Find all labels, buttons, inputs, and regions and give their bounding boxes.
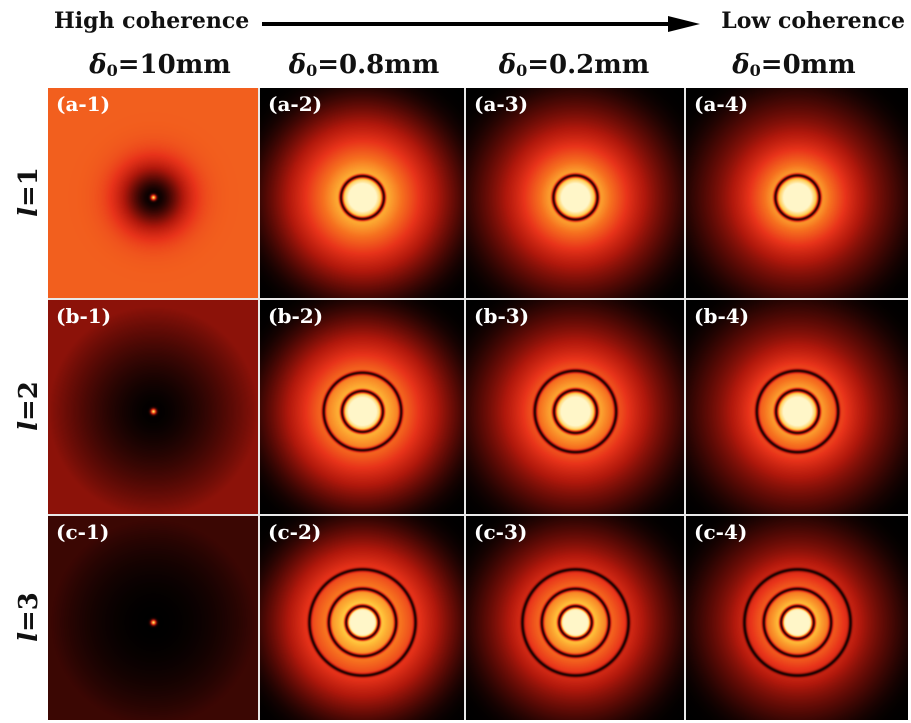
delta-subscript: 0 (306, 61, 318, 80)
row-header-3: l=3 (4, 592, 44, 642)
ell-value: =1 (13, 167, 44, 207)
row-header-2: l=2 (4, 381, 44, 431)
intensity-image (466, 300, 684, 514)
intensity-image (686, 88, 908, 298)
panel-label: (b-3) (474, 304, 530, 328)
intensity-image (48, 516, 258, 720)
delta-subscript: 0 (749, 61, 761, 80)
coherence-arrow-icon (262, 16, 700, 32)
low-coherence-label: Low coherence (721, 8, 905, 34)
column-header-1: δ0=10mm (60, 50, 260, 88)
intensity-panel-b-4: (b-4) (686, 300, 908, 514)
panel-label: (b-1) (56, 304, 112, 328)
intensity-panel-c-4: (c-4) (686, 516, 908, 720)
intensity-image (466, 88, 684, 298)
delta-value: =0mm (760, 50, 856, 80)
panel-label: (a-2) (268, 92, 323, 116)
delta-value: =0.2mm (527, 50, 650, 80)
delta-symbol: δ (498, 50, 517, 80)
coherence-axis: High coherence Low coherence (0, 0, 911, 50)
intensity-panel-grid: (a-1) (a-2) (a-3) (a-4) (b-1) (b-2) (b-3) (b-4)… (48, 88, 908, 720)
intensity-image (260, 516, 464, 720)
delta-subscript: 0 (106, 61, 118, 80)
row-label-text: l=2 (14, 381, 44, 431)
delta-value: =0.8mm (317, 50, 440, 80)
intensity-panel-a-4: (a-4) (686, 88, 908, 298)
ell-symbol: l (13, 632, 44, 642)
panel-label: (c-1) (56, 520, 110, 544)
panel-label: (a-4) (694, 92, 749, 116)
panel-label: (c-2) (268, 520, 322, 544)
panel-label: (c-4) (694, 520, 748, 544)
panel-label: (a-3) (474, 92, 529, 116)
intensity-image (260, 300, 464, 514)
delta-subscript: 0 (516, 61, 528, 80)
row-label-text: l=3 (14, 592, 44, 642)
intensity-panel-a-2: (a-2) (260, 88, 464, 298)
ell-symbol: l (13, 421, 44, 431)
column-header-4: δ0=0mm (694, 50, 894, 88)
intensity-panel-b-2: (b-2) (260, 300, 464, 514)
intensity-panel-a-1: (a-1) (48, 88, 258, 298)
intensity-panel-b-3: (b-3) (466, 300, 684, 514)
panel-label: (a-1) (56, 92, 111, 116)
high-coherence-label: High coherence (54, 8, 250, 34)
ell-value: =3 (13, 592, 44, 632)
panel-label: (b-2) (268, 304, 324, 328)
intensity-image (48, 300, 258, 514)
intensity-image (686, 516, 908, 720)
delta-value: =10mm (117, 50, 231, 80)
column-header-3: δ0=0.2mm (474, 50, 674, 88)
intensity-panel-a-3: (a-3) (466, 88, 684, 298)
intensity-image (466, 516, 684, 720)
row-label-text: l=1 (14, 167, 44, 217)
delta-symbol: δ (732, 50, 750, 80)
intensity-panel-c-1: (c-1) (48, 516, 258, 720)
panel-label: (b-4) (694, 304, 750, 328)
ell-value: =2 (13, 381, 44, 421)
intensity-panel-b-1: (b-1) (48, 300, 258, 514)
delta-symbol: δ (89, 50, 107, 80)
panel-label: (c-3) (474, 520, 528, 544)
column-header-2: δ0=0.8mm (264, 50, 464, 88)
intensity-image (48, 88, 258, 298)
delta-symbol: δ (288, 50, 307, 80)
intensity-image (260, 88, 464, 298)
intensity-panel-c-3: (c-3) (466, 516, 684, 720)
row-header-1: l=1 (4, 167, 44, 217)
intensity-panel-c-2: (c-2) (260, 516, 464, 720)
intensity-image (686, 300, 908, 514)
ell-symbol: l (13, 207, 44, 217)
